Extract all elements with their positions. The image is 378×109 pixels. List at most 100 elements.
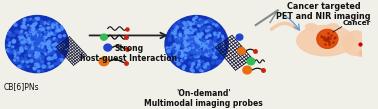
Circle shape bbox=[40, 49, 42, 50]
Circle shape bbox=[185, 38, 187, 39]
Circle shape bbox=[19, 35, 22, 38]
Circle shape bbox=[195, 43, 198, 45]
Circle shape bbox=[54, 31, 57, 34]
Circle shape bbox=[48, 34, 50, 37]
Circle shape bbox=[215, 45, 217, 47]
Circle shape bbox=[25, 64, 26, 66]
Circle shape bbox=[30, 52, 33, 54]
Circle shape bbox=[37, 63, 39, 65]
Circle shape bbox=[171, 45, 174, 48]
Circle shape bbox=[42, 43, 45, 46]
Circle shape bbox=[25, 47, 27, 49]
Circle shape bbox=[170, 34, 172, 36]
Circle shape bbox=[24, 58, 26, 60]
Circle shape bbox=[195, 36, 196, 37]
Circle shape bbox=[54, 48, 56, 50]
Circle shape bbox=[194, 49, 195, 51]
Circle shape bbox=[207, 20, 209, 22]
Circle shape bbox=[187, 50, 189, 51]
Circle shape bbox=[36, 35, 39, 37]
Circle shape bbox=[191, 66, 193, 67]
Circle shape bbox=[60, 41, 63, 43]
Circle shape bbox=[189, 36, 192, 39]
Text: Cancer targeted
PET and NIR imaging: Cancer targeted PET and NIR imaging bbox=[276, 2, 371, 21]
Circle shape bbox=[28, 37, 31, 40]
Circle shape bbox=[201, 61, 204, 63]
Circle shape bbox=[46, 34, 48, 35]
Circle shape bbox=[34, 20, 36, 22]
Circle shape bbox=[28, 42, 30, 44]
Circle shape bbox=[6, 45, 8, 46]
Circle shape bbox=[33, 34, 34, 35]
Circle shape bbox=[183, 45, 186, 48]
Circle shape bbox=[38, 56, 41, 59]
Circle shape bbox=[32, 27, 35, 30]
Circle shape bbox=[59, 30, 61, 31]
Circle shape bbox=[192, 23, 194, 25]
Circle shape bbox=[200, 23, 203, 25]
Circle shape bbox=[19, 39, 21, 41]
Circle shape bbox=[49, 50, 51, 52]
Circle shape bbox=[51, 26, 53, 28]
Circle shape bbox=[213, 32, 216, 35]
Circle shape bbox=[181, 37, 183, 40]
Circle shape bbox=[40, 20, 43, 23]
Circle shape bbox=[187, 51, 189, 53]
Circle shape bbox=[23, 44, 25, 46]
Circle shape bbox=[171, 32, 173, 34]
Circle shape bbox=[20, 41, 24, 44]
Circle shape bbox=[33, 41, 36, 44]
Circle shape bbox=[26, 48, 29, 50]
Circle shape bbox=[7, 49, 10, 52]
Circle shape bbox=[201, 19, 204, 22]
Circle shape bbox=[199, 43, 201, 45]
Circle shape bbox=[36, 43, 38, 45]
Circle shape bbox=[200, 32, 203, 34]
Circle shape bbox=[195, 43, 198, 46]
Circle shape bbox=[20, 47, 23, 50]
Circle shape bbox=[198, 64, 200, 66]
Circle shape bbox=[189, 47, 191, 49]
Circle shape bbox=[30, 40, 33, 42]
Circle shape bbox=[177, 39, 180, 42]
Circle shape bbox=[41, 37, 43, 39]
Circle shape bbox=[183, 35, 185, 37]
Circle shape bbox=[178, 63, 181, 65]
Circle shape bbox=[29, 50, 31, 52]
Circle shape bbox=[22, 34, 24, 35]
Circle shape bbox=[183, 54, 184, 55]
Circle shape bbox=[179, 43, 181, 44]
Circle shape bbox=[181, 37, 184, 40]
Circle shape bbox=[43, 43, 45, 44]
Circle shape bbox=[201, 70, 203, 72]
Circle shape bbox=[190, 46, 193, 48]
Circle shape bbox=[196, 43, 198, 45]
Circle shape bbox=[199, 44, 200, 45]
Circle shape bbox=[204, 69, 206, 71]
Circle shape bbox=[42, 50, 45, 52]
Circle shape bbox=[55, 39, 58, 42]
Circle shape bbox=[196, 43, 199, 46]
Circle shape bbox=[224, 38, 225, 40]
Circle shape bbox=[34, 47, 38, 50]
Circle shape bbox=[182, 67, 184, 69]
Circle shape bbox=[56, 30, 58, 32]
Circle shape bbox=[34, 42, 37, 45]
Circle shape bbox=[208, 27, 211, 29]
Circle shape bbox=[183, 41, 186, 44]
Circle shape bbox=[35, 31, 38, 34]
Circle shape bbox=[191, 51, 194, 54]
Circle shape bbox=[204, 48, 206, 50]
Circle shape bbox=[30, 45, 32, 47]
Circle shape bbox=[50, 47, 53, 50]
Circle shape bbox=[33, 43, 34, 45]
Circle shape bbox=[220, 42, 224, 45]
Circle shape bbox=[185, 31, 188, 34]
Circle shape bbox=[20, 40, 23, 42]
Circle shape bbox=[57, 59, 59, 61]
Circle shape bbox=[21, 41, 23, 43]
Circle shape bbox=[184, 45, 186, 47]
Circle shape bbox=[36, 39, 38, 41]
Circle shape bbox=[186, 42, 189, 45]
Circle shape bbox=[211, 21, 213, 23]
